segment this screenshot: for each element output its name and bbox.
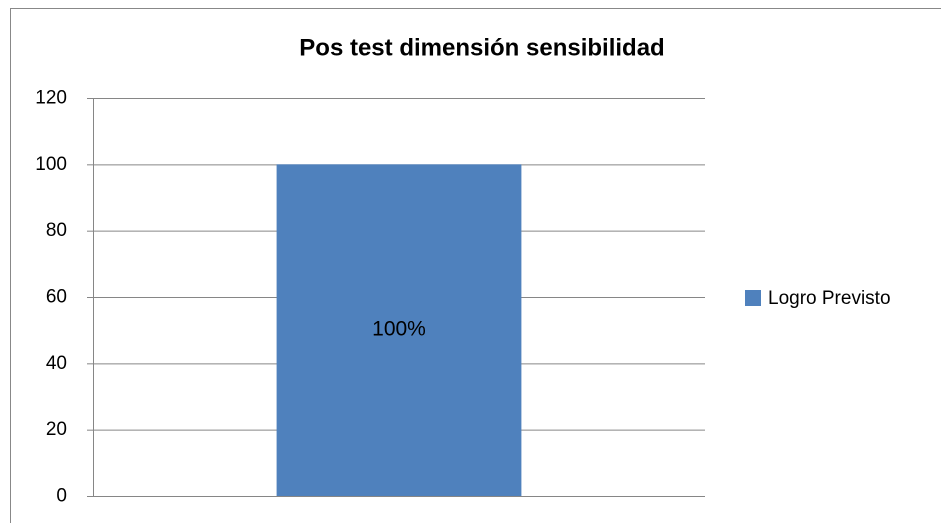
y-tick-label: 120 xyxy=(35,88,67,109)
chart-title: Pos test dimensión sensibilidad xyxy=(299,34,664,61)
legend-label: Logro Previsto xyxy=(768,288,891,309)
bar xyxy=(276,164,522,497)
y-tick-label: 0 xyxy=(56,486,67,507)
data-label: 100% xyxy=(372,318,426,341)
y-tick-label: 80 xyxy=(46,220,67,241)
y-tick-label: 20 xyxy=(46,419,67,440)
y-tick-label: 40 xyxy=(46,353,67,374)
y-tick-label: 100 xyxy=(35,154,67,175)
legend-swatch xyxy=(745,290,761,306)
y-tick-label: 60 xyxy=(46,287,67,308)
